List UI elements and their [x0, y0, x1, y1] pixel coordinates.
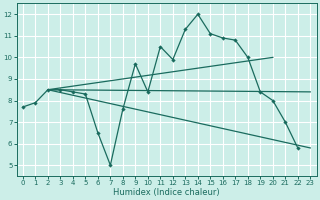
X-axis label: Humidex (Indice chaleur): Humidex (Indice chaleur)	[113, 188, 220, 197]
